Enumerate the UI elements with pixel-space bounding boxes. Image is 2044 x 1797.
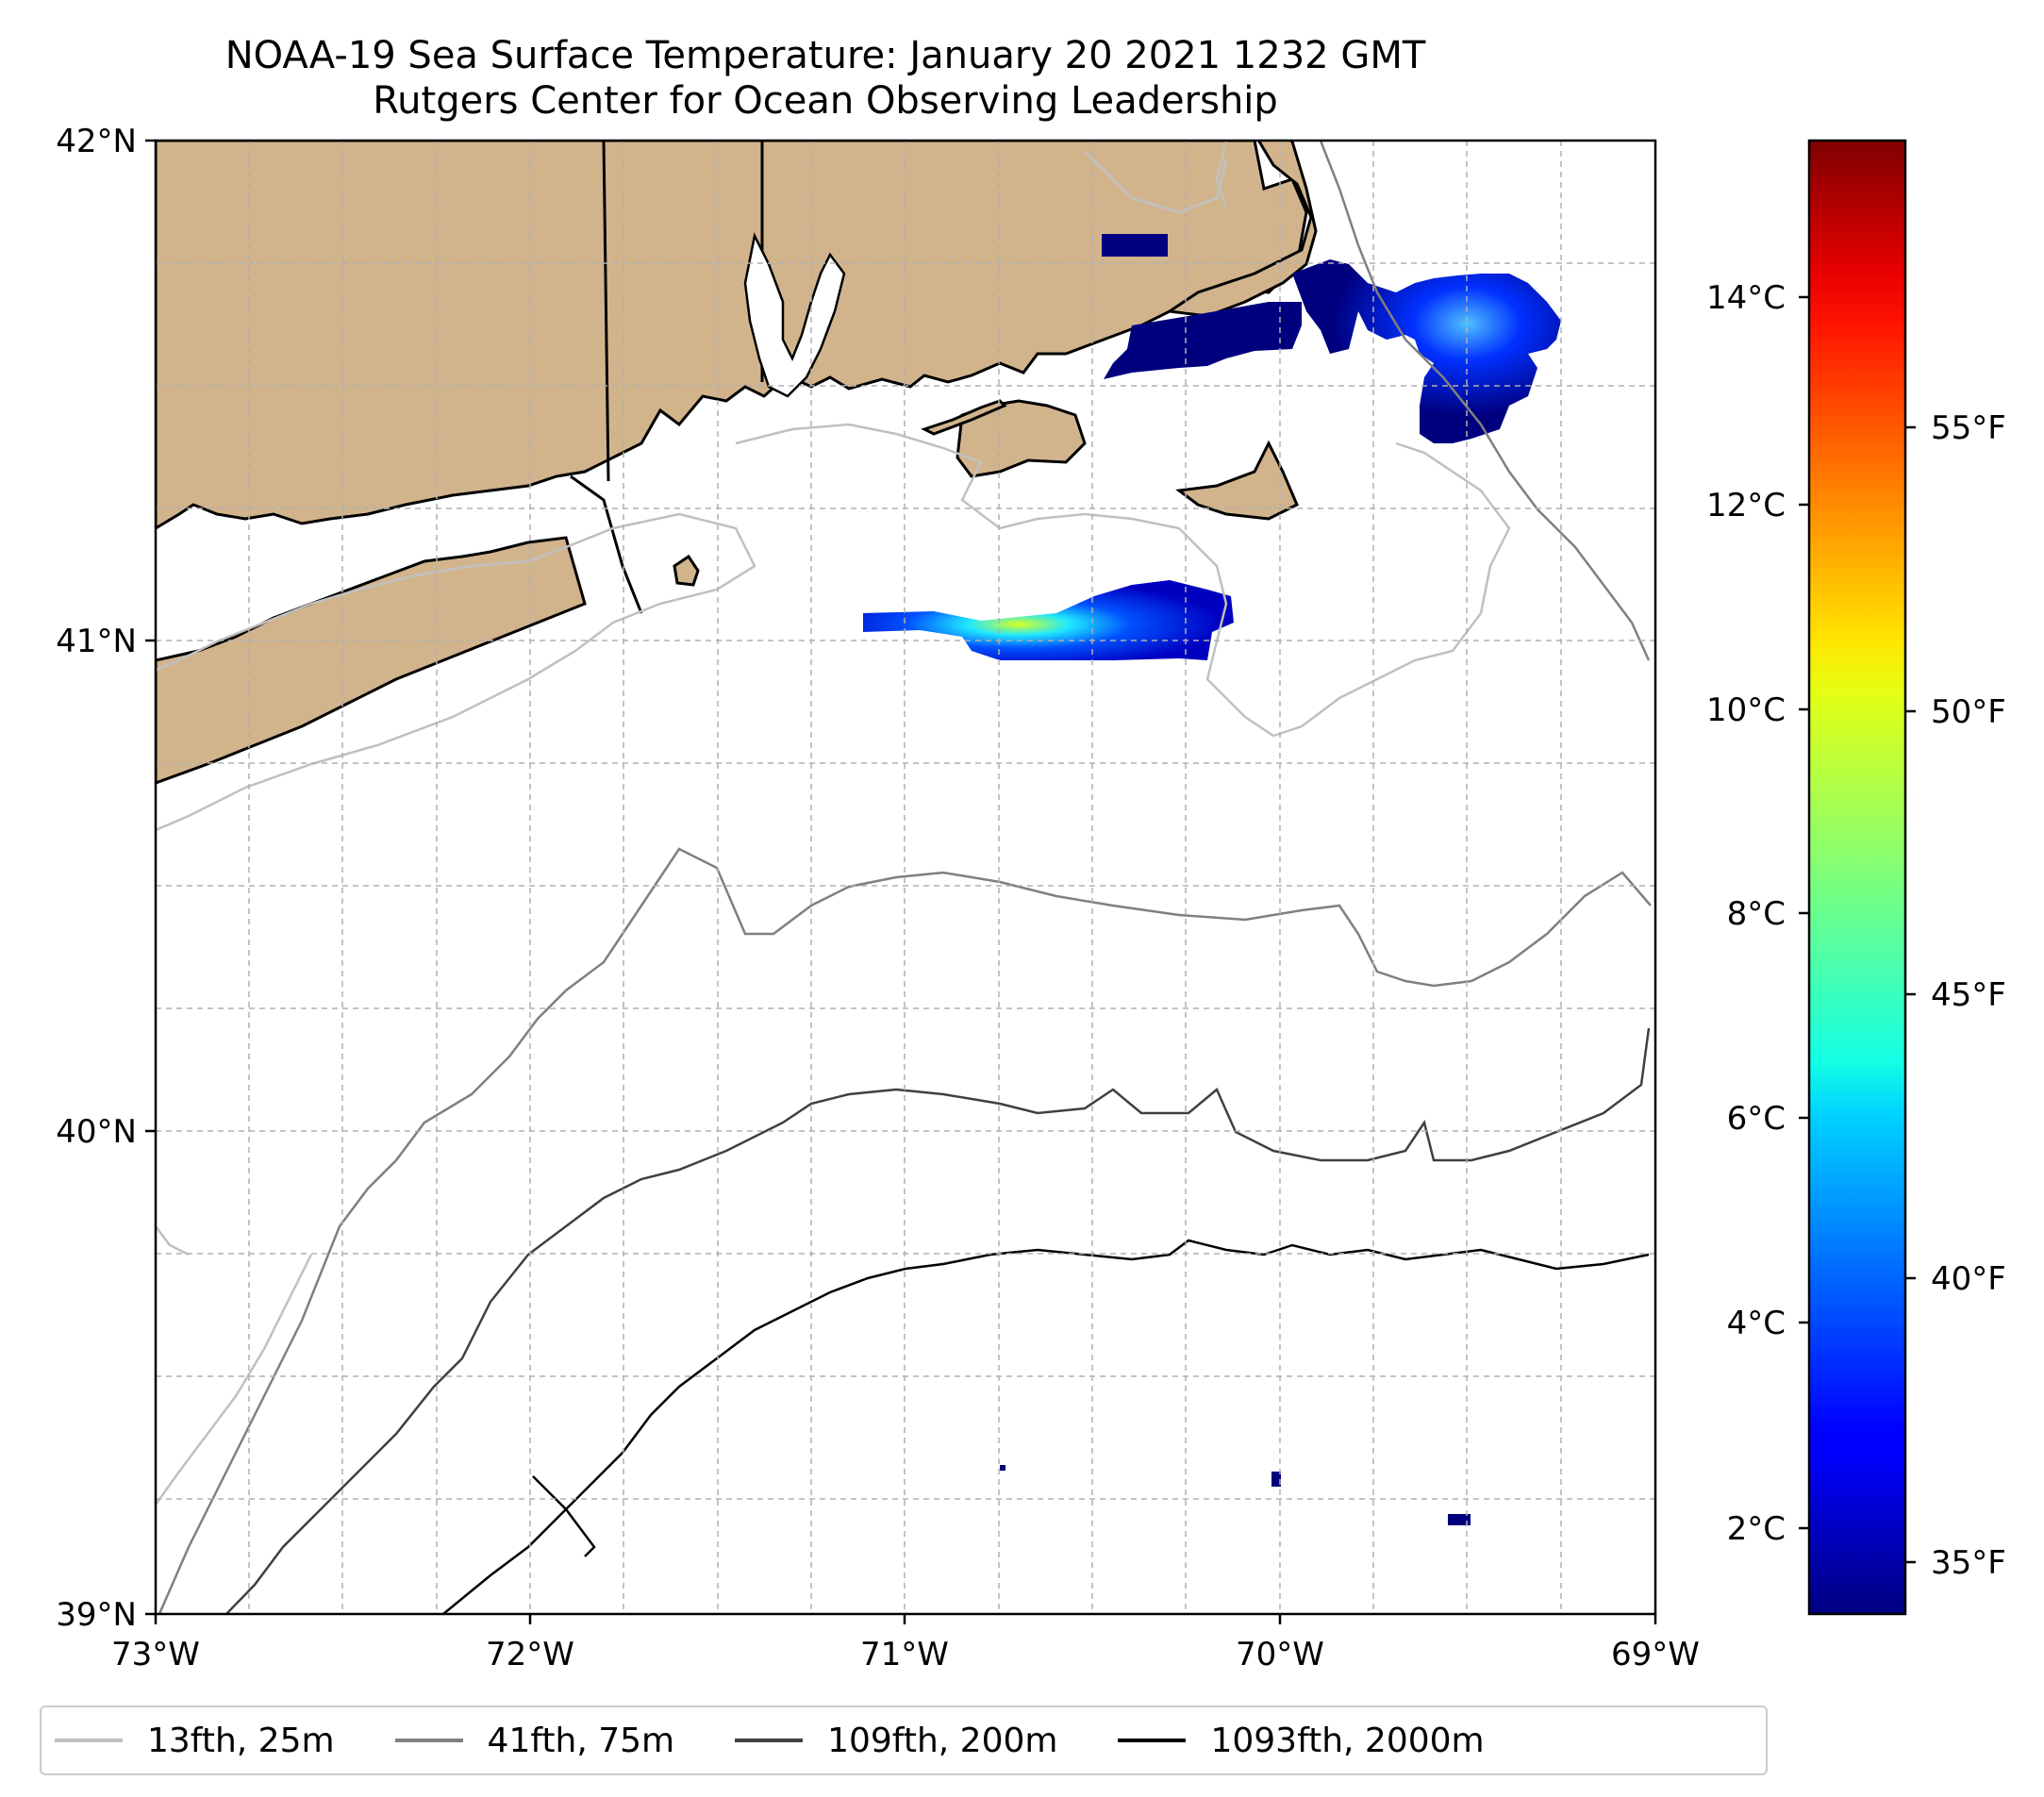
lon-label-70: 70°W <box>1236 1636 1324 1673</box>
legend-label: 109fth, 200m <box>827 1721 1058 1760</box>
sst-patch-small-2 <box>1271 1472 1281 1487</box>
sst-patch-north-west <box>1104 302 1302 379</box>
block-island <box>673 554 700 587</box>
legend-item-75m: 41fth, 75m <box>394 1721 675 1760</box>
land-masses <box>156 141 1318 785</box>
cbar-c-8: 8°C <box>1727 895 1786 933</box>
lon-label-69: 69°W <box>1611 1636 1700 1673</box>
legend-swatch <box>735 1739 804 1742</box>
legend-item-200m: 109fth, 200m <box>735 1722 1057 1760</box>
lat-label-41: 41°N <box>56 623 137 660</box>
cbar-c-10: 10°C <box>1706 691 1786 729</box>
sst-patch-south <box>863 580 1234 660</box>
legend-item-25m: 13fth, 25m <box>55 1722 335 1760</box>
legend-label: 1093fth, 2000m <box>1210 1721 1485 1760</box>
legend-swatch <box>55 1739 123 1742</box>
cape-cod <box>1165 141 1318 318</box>
legend-swatch <box>394 1739 463 1742</box>
cbar-c-12: 12°C <box>1706 487 1786 524</box>
cbar-f-50: 50°F <box>1931 693 2006 731</box>
gridlines <box>156 141 1655 1614</box>
cbar-c-14: 14°C <box>1706 279 1786 317</box>
lat-label-42: 42°N <box>56 123 137 160</box>
sst-patch-small-1 <box>1102 234 1168 257</box>
marthas-vineyard <box>956 399 1087 478</box>
cbar-f-55: 55°F <box>1931 409 2006 447</box>
lon-label-71: 71°W <box>860 1636 949 1673</box>
sst-patches <box>863 234 1561 1525</box>
cbar-f-45: 45°F <box>1931 976 2006 1014</box>
cbar-f-35: 35°F <box>1931 1544 2006 1582</box>
cbar-c-2: 2°C <box>1727 1510 1786 1548</box>
contour-200m <box>225 1027 1651 1614</box>
legend-label: 41fth, 75m <box>487 1721 675 1760</box>
contour-2000m <box>442 1239 1650 1614</box>
contour-75m <box>1319 141 1651 661</box>
nantucket <box>1175 440 1299 521</box>
contour-legend: 13fth, 25m 41fth, 75m 109fth, 200m 1093f… <box>40 1705 1768 1775</box>
colorbar <box>1807 139 1907 1616</box>
sst-patch-small-3 <box>1448 1514 1471 1525</box>
cbar-f-40: 40°F <box>1931 1260 2006 1298</box>
lon-label-73: 73°W <box>111 1636 200 1673</box>
cbar-c-4: 4°C <box>1727 1305 1786 1342</box>
map-title: NOAA-19 Sea Surface Temperature: January… <box>224 34 1426 77</box>
sst-patch-north-east <box>1292 259 1561 443</box>
lat-label-39: 39°N <box>56 1596 137 1634</box>
map-subtitle: Rutgers Center for Ocean Observing Leade… <box>373 79 1278 123</box>
narragansett-bay <box>743 232 846 398</box>
lon-label-72: 72°W <box>486 1636 574 1673</box>
lat-label-40: 40°N <box>56 1113 137 1151</box>
elizabeth-islands <box>921 399 1007 436</box>
legend-item-2000m: 1093fth, 2000m <box>1118 1721 1485 1760</box>
cbar-c-6: 6°C <box>1727 1100 1786 1138</box>
axis-ticks <box>145 139 1657 1624</box>
colorbar-ticks <box>1799 295 1916 1564</box>
bathymetry-contours <box>156 141 1652 1614</box>
legend-label: 13fth, 25m <box>147 1721 335 1760</box>
sst-patch-small-4 <box>1000 1465 1005 1471</box>
legend-swatch <box>1118 1739 1187 1742</box>
contour-25m <box>156 512 756 832</box>
